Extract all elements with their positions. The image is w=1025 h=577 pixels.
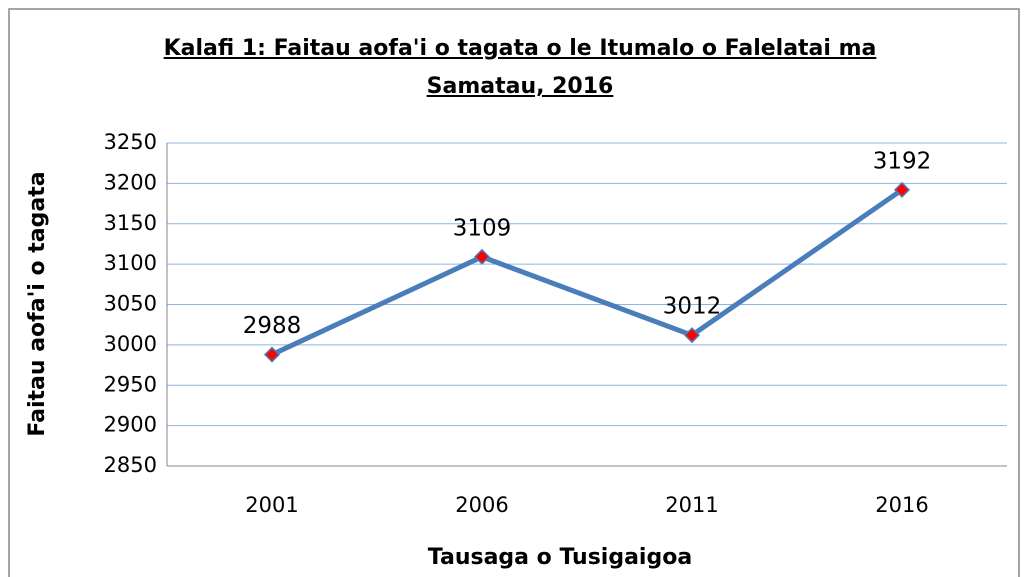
y-tick-label: 3200	[104, 170, 157, 194]
marker	[893, 181, 911, 198]
marker	[263, 346, 281, 363]
chart-title: Kalafi 1: Faitau aofa'i o tagata o le It…	[163, 36, 877, 99]
x-tick-label: 2011	[665, 493, 718, 517]
x-tick-label: 2006	[455, 493, 508, 517]
marker	[683, 327, 701, 344]
y-tick-label: 2900	[104, 413, 157, 437]
line	[270, 187, 904, 357]
y-tick-label: 3050	[104, 292, 157, 316]
x-tick-label: 2001	[245, 493, 298, 517]
y-tick-label: 3000	[104, 332, 157, 356]
chart-border	[8, 8, 1020, 577]
data-label: 2988	[243, 313, 302, 339]
y-tick-label: 3100	[104, 251, 157, 275]
y-tick-label: 3150	[104, 211, 157, 235]
data-label: 3192	[873, 148, 932, 174]
x-tick-label: 2016	[875, 493, 928, 517]
data-label: 3109	[453, 215, 512, 241]
y-tick-label: 2850	[104, 453, 157, 477]
y-tick-label: 2950	[104, 372, 157, 396]
y-tick-label: 3250	[104, 130, 157, 154]
data-label: 3012	[663, 294, 722, 320]
marker	[473, 248, 491, 265]
x-axis-label: Tausaga o Tusigaigoa	[428, 545, 692, 570]
y-axis-label: Faitau aofa'i o tagata	[25, 171, 50, 436]
